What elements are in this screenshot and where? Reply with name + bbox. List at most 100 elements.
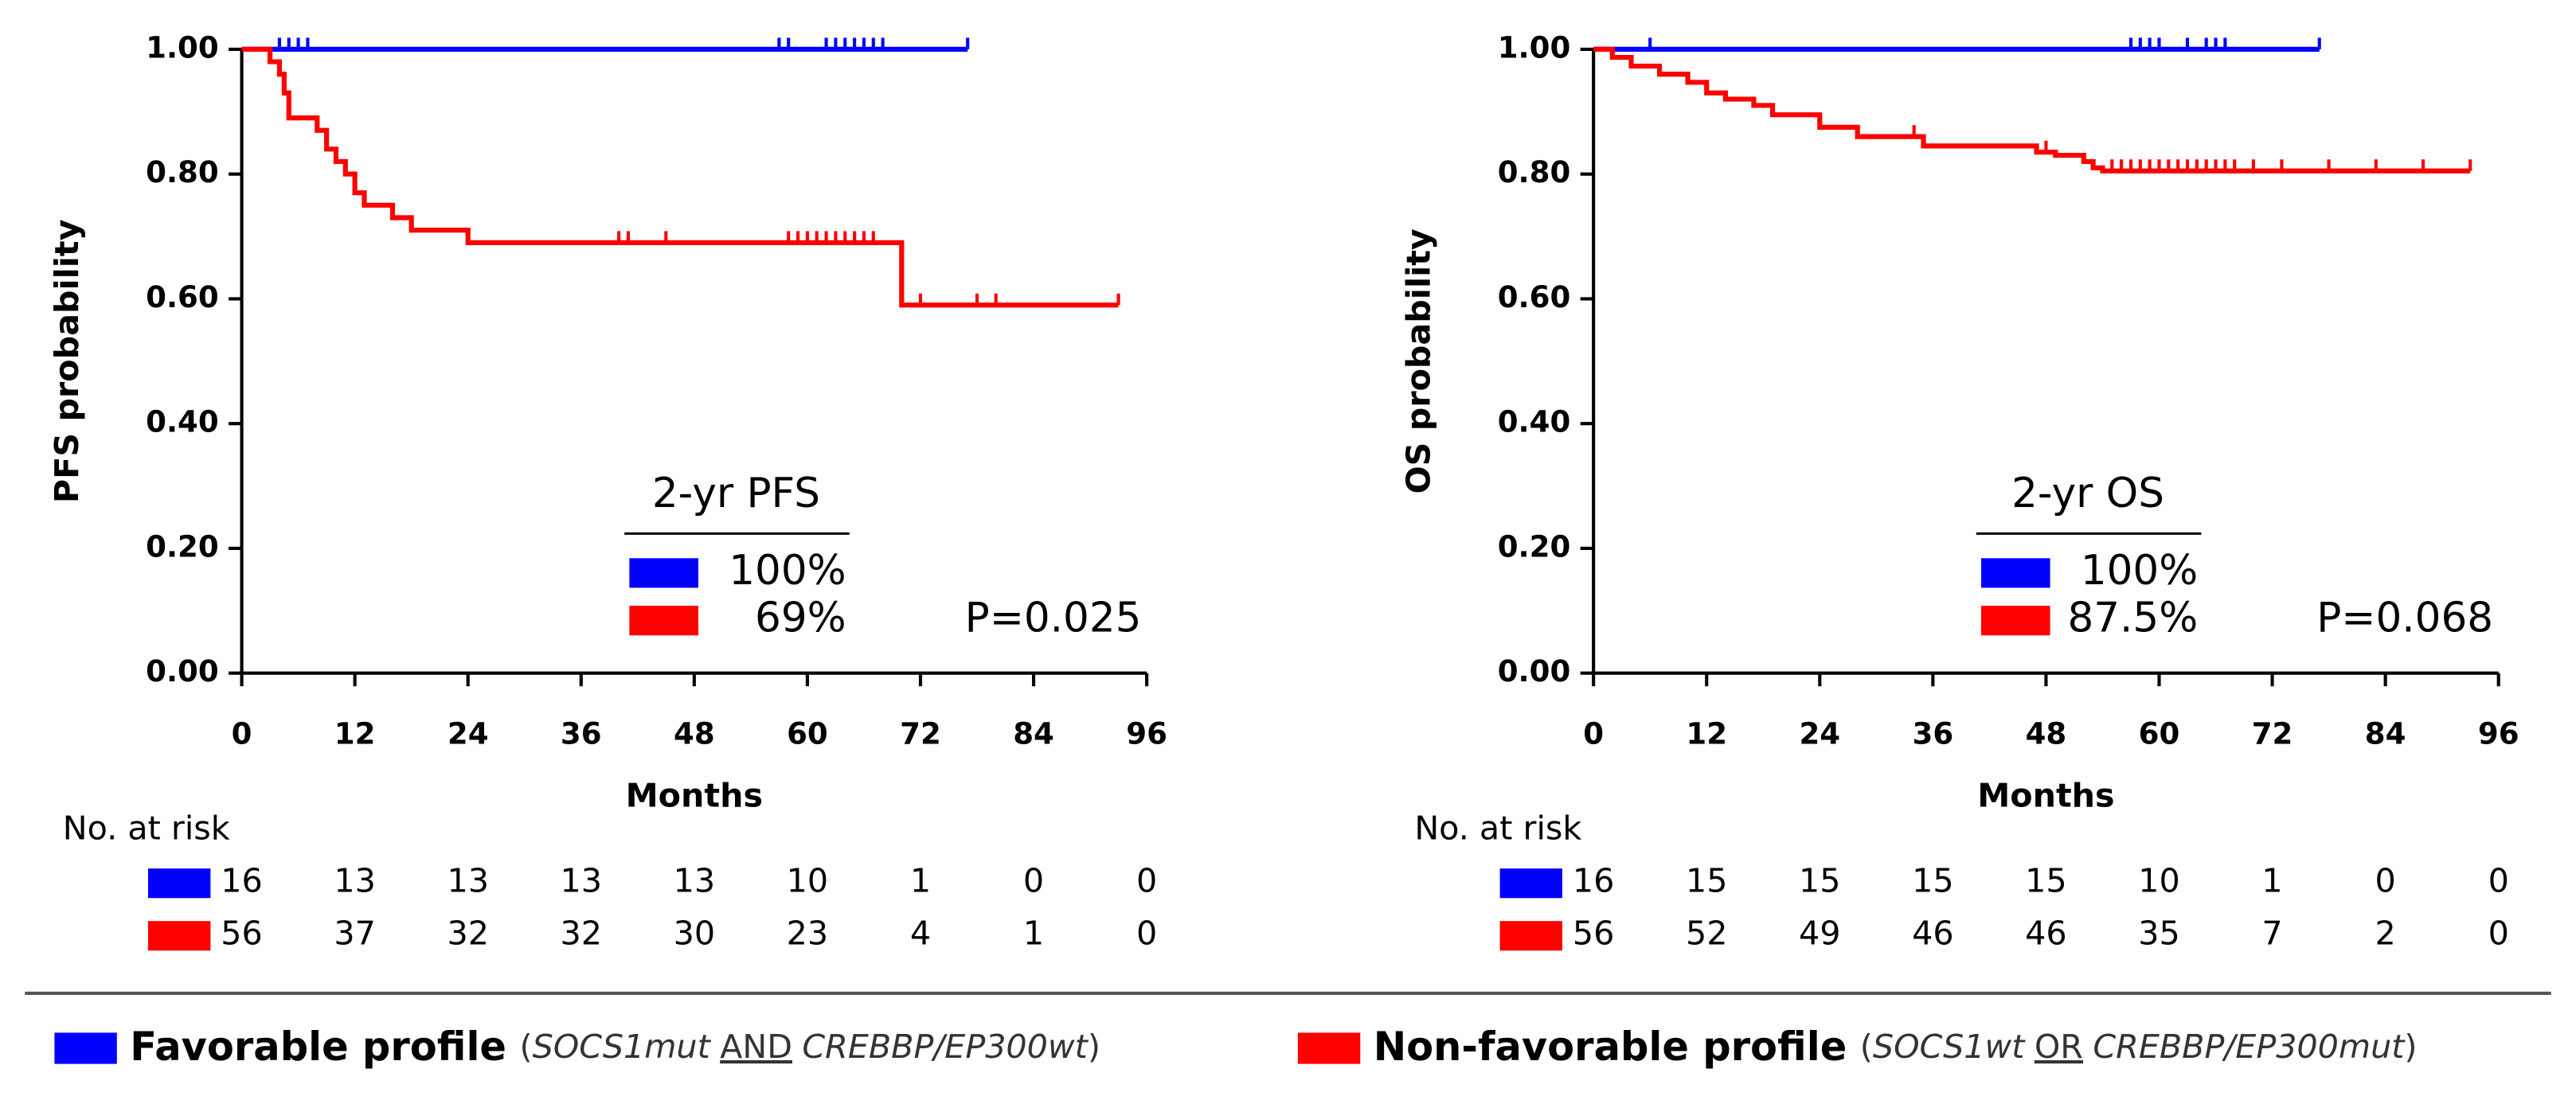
y-tick-label: 0.40 <box>146 405 219 439</box>
risk-count: 15 <box>1799 862 1841 900</box>
risk-count: 30 <box>674 915 715 953</box>
risk-count: 1 <box>910 862 931 900</box>
risk-count: 32 <box>447 915 489 953</box>
risk-count: 15 <box>2025 862 2067 900</box>
risk-count: 32 <box>561 915 603 953</box>
risk-title: No. at risk <box>1414 809 1581 848</box>
x-tick-label: 36 <box>1913 717 1954 751</box>
footer-note: CREBBP/EP300wt <box>802 1028 1089 1066</box>
risk-count: 13 <box>674 862 715 900</box>
risk-title: No. at risk <box>63 809 230 848</box>
risk-count: 0 <box>2375 862 2396 900</box>
y-tick-label: 0.60 <box>1498 280 1571 314</box>
x-tick-label: 0 <box>1583 717 1604 751</box>
km-curve <box>1593 46 2471 174</box>
footer-note: ) <box>2404 1028 2417 1066</box>
legend-title: 2-yr PFS <box>652 470 820 517</box>
km-curve <box>241 46 1119 308</box>
risk-swatch <box>1499 868 1562 899</box>
risk-count: 35 <box>2138 915 2180 953</box>
footer-note: ) <box>1088 1028 1100 1066</box>
risk-count: 0 <box>2488 862 2509 900</box>
risk-count: 1 <box>1023 915 1044 953</box>
y-tick-label: 0.00 <box>1498 654 1571 688</box>
x-tick-label: 12 <box>334 717 376 751</box>
risk-count: 37 <box>334 915 376 953</box>
risk-swatch <box>147 868 211 899</box>
x-tick-label: 60 <box>2139 717 2180 751</box>
legend-label: 69% <box>755 595 846 642</box>
legend-label: 100% <box>2081 547 2198 595</box>
x-tick-label: 72 <box>900 717 941 751</box>
y-tick-label: 0.00 <box>146 654 219 688</box>
risk-count: 0 <box>1136 915 1157 953</box>
risk-count: 0 <box>2488 915 2509 953</box>
y-tick-label: 1.00 <box>146 30 219 64</box>
risk-count: 0 <box>1023 862 1044 900</box>
y-tick-label: 0.60 <box>146 280 219 314</box>
p-value: P=0.068 <box>2316 595 2493 642</box>
risk-count: 7 <box>2261 915 2282 953</box>
x-tick-label: 72 <box>2252 717 2293 751</box>
x-tick-label: 24 <box>448 717 489 751</box>
risk-count: 10 <box>787 862 829 900</box>
risk-count: 16 <box>221 862 263 900</box>
x-tick-label: 24 <box>1799 717 1840 751</box>
y-tick-label: 0.80 <box>146 155 219 189</box>
footer-note: SOCS1wt <box>1873 1028 2026 1066</box>
risk-count: 56 <box>221 915 263 953</box>
y-tick-label: 0.40 <box>1498 405 1571 439</box>
x-tick-label: 84 <box>2365 717 2406 751</box>
risk-count: 13 <box>334 862 376 900</box>
risk-count: 16 <box>1573 862 1615 900</box>
risk-swatch <box>1499 921 1562 951</box>
risk-count: 13 <box>447 862 489 900</box>
x-tick-label: 12 <box>1686 717 1727 751</box>
legend-swatch <box>629 606 698 636</box>
y-axis-label: PFS probability <box>48 219 86 503</box>
risk-count: 4 <box>910 915 931 953</box>
risk-count: 10 <box>2138 862 2180 900</box>
legend-swatch <box>1980 606 2050 636</box>
legend-label: 100% <box>729 547 846 595</box>
risk-count: 15 <box>1686 862 1728 900</box>
footer-legend: Favorable profile (SOCS1mut AND CREBBP/EP30… <box>130 1024 1100 1070</box>
y-tick-label: 0.80 <box>1498 155 1571 189</box>
footer-note: CREBBP/EP300mut <box>2093 1028 2406 1066</box>
risk-count: 13 <box>561 862 603 900</box>
risk-count: 0 <box>1136 862 1157 900</box>
legend-swatch <box>1980 558 2050 588</box>
y-tick-label: 1.00 <box>1498 30 1571 64</box>
x-tick-label: 60 <box>787 717 828 751</box>
x-tick-label: 36 <box>561 717 602 751</box>
risk-count: 15 <box>1912 862 1954 900</box>
footer-note: AND <box>720 1028 792 1066</box>
footer-note: SOCS1mut <box>533 1028 712 1066</box>
y-tick-label: 0.20 <box>146 529 219 564</box>
footer-swatch <box>1297 1032 1361 1064</box>
risk-count: 2 <box>2375 915 2396 953</box>
risk-count: 56 <box>1573 915 1615 953</box>
legend-label: 87.5% <box>2067 595 2198 642</box>
risk-count: 46 <box>2025 915 2067 953</box>
risk-count: 46 <box>1912 915 1954 953</box>
footer-note: ( <box>1860 1028 1873 1066</box>
x-axis-label: Months <box>1977 776 2114 814</box>
risk-count: 52 <box>1686 915 1728 953</box>
y-axis-label: OS probability <box>1400 228 1438 493</box>
x-tick-label: 48 <box>674 717 715 751</box>
footer-legend: Non-favorable profile (SOCS1wt OR CREBBP/EP… <box>1374 1024 2418 1070</box>
footer-name: Favorable profile <box>130 1024 506 1070</box>
risk-count: 23 <box>787 915 829 953</box>
legend-title: 2-yr OS <box>2011 470 2164 517</box>
risk-count: 49 <box>1799 915 1841 953</box>
y-tick-label: 0.20 <box>1498 529 1571 564</box>
footer-note: OR <box>2035 1028 2083 1066</box>
footer-name: Non-favorable profile <box>1374 1024 1847 1070</box>
x-tick-label: 84 <box>1013 717 1054 751</box>
risk-count: 1 <box>2261 862 2282 900</box>
footer-swatch <box>54 1032 117 1064</box>
x-tick-label: 96 <box>1126 717 1167 751</box>
